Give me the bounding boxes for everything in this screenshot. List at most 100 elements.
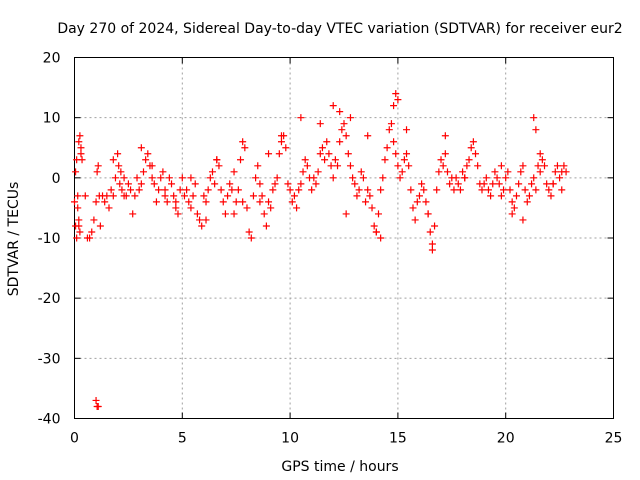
data-point [301, 156, 309, 164]
data-point [239, 198, 247, 206]
data-point [426, 228, 434, 236]
data-point [467, 144, 475, 152]
data-point [465, 156, 473, 164]
data-point [217, 186, 225, 194]
data-point [71, 198, 78, 206]
y-tick-label: -40 [38, 412, 61, 428]
data-point [390, 138, 398, 146]
data-point [185, 198, 193, 206]
data-point [299, 168, 307, 176]
data-point [368, 204, 376, 212]
data-point [131, 192, 139, 200]
data-point [124, 180, 132, 188]
data-point [180, 192, 188, 200]
data-point [277, 138, 285, 146]
data-point [342, 132, 350, 140]
data-point [245, 228, 253, 236]
data-point [254, 162, 262, 170]
data-point [487, 192, 495, 200]
data-point [463, 162, 471, 170]
data-point [265, 150, 273, 158]
data-point [152, 198, 160, 206]
x-tick-label: 5 [178, 431, 187, 447]
data-point [165, 174, 173, 182]
data-point [331, 156, 339, 164]
data-point [228, 186, 236, 194]
data-point [379, 174, 387, 182]
data-point [252, 174, 260, 182]
data-point [219, 198, 227, 206]
data-point [176, 186, 184, 194]
axis-ticks: 0 5 10 15 20 25 -40 -30 -20 -10 0 10 20 [38, 51, 623, 447]
data-point [318, 144, 326, 152]
data-point [200, 192, 208, 200]
data-point [547, 192, 555, 200]
data-point [114, 150, 122, 158]
data-point [484, 186, 492, 194]
data-point [545, 186, 553, 194]
data-point [316, 120, 324, 128]
data-point [409, 204, 417, 212]
data-point [508, 198, 516, 206]
data-point [374, 210, 382, 218]
data-point [504, 168, 512, 176]
data-point [249, 192, 257, 200]
data-point [115, 162, 123, 170]
data-point [163, 198, 171, 206]
data-point [120, 192, 128, 200]
data-point [353, 192, 361, 200]
y-tick-label: -20 [38, 291, 61, 307]
data-point [116, 180, 124, 188]
data-point [482, 174, 490, 182]
y-tick-label: 0 [52, 171, 61, 187]
data-point [290, 192, 298, 200]
data-point [362, 198, 370, 206]
data-point [202, 198, 210, 206]
data-point [107, 186, 115, 194]
grid-lines [74, 57, 614, 419]
data-point [387, 120, 395, 128]
data-point [109, 192, 117, 200]
data-point [377, 234, 385, 242]
data-point [370, 222, 378, 230]
data-point [314, 168, 322, 176]
data-point [377, 186, 385, 194]
data-point [424, 210, 432, 218]
data-point [478, 186, 486, 194]
data-point [148, 162, 156, 170]
data-point [502, 174, 510, 182]
data-point [534, 162, 542, 170]
data-point [346, 162, 354, 170]
data-point [437, 156, 445, 164]
data-point [413, 198, 421, 206]
data-point [532, 126, 540, 134]
data-point [275, 150, 283, 158]
data-point [536, 150, 544, 158]
data-point [258, 192, 266, 200]
data-point [256, 180, 264, 188]
data-point [241, 144, 249, 152]
data-point [81, 192, 89, 200]
data-point [398, 168, 406, 176]
data-point [174, 210, 182, 218]
data-point [364, 132, 372, 140]
data-point [103, 192, 111, 200]
data-point [204, 186, 212, 194]
data-point [381, 156, 389, 164]
data-point [472, 150, 480, 158]
data-point [262, 222, 270, 230]
data-point [342, 210, 350, 218]
data-point [234, 186, 242, 194]
data-point [161, 186, 169, 194]
data-point [532, 186, 540, 194]
data-point [336, 138, 344, 146]
data-point [76, 228, 84, 236]
data-point [346, 114, 354, 122]
data-point [133, 174, 141, 182]
data-point [137, 144, 145, 152]
data-point [159, 168, 167, 176]
data-point [321, 156, 329, 164]
chart-title: Day 270 of 2024, Sidereal Day-to-day VTE… [57, 21, 622, 37]
data-point [560, 162, 568, 170]
